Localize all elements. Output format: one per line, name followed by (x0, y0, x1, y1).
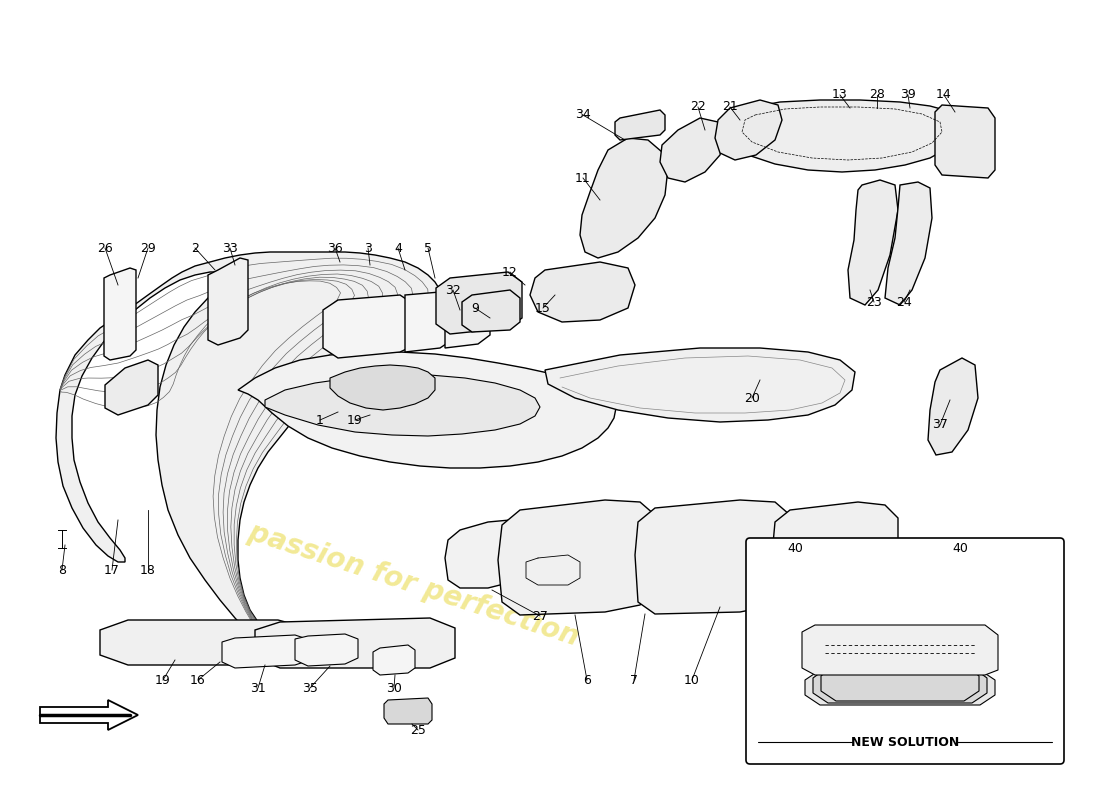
Text: 11: 11 (575, 171, 591, 185)
Text: 6: 6 (583, 674, 591, 686)
Text: NEW SOLUTION: NEW SOLUTION (851, 735, 959, 749)
Polygon shape (384, 698, 432, 724)
Text: 29: 29 (140, 242, 156, 254)
Polygon shape (222, 635, 310, 668)
Text: 21: 21 (722, 101, 738, 114)
Polygon shape (886, 182, 932, 305)
Polygon shape (805, 670, 996, 705)
Text: 40: 40 (788, 542, 803, 554)
Polygon shape (580, 138, 668, 258)
Polygon shape (498, 500, 654, 615)
Text: 8: 8 (58, 563, 66, 577)
Polygon shape (40, 700, 138, 730)
Polygon shape (208, 258, 248, 345)
Text: 16: 16 (190, 674, 206, 686)
Polygon shape (530, 262, 635, 322)
Text: 18: 18 (140, 563, 156, 577)
FancyBboxPatch shape (746, 538, 1064, 764)
Text: a passion for perfection: a passion for perfection (218, 509, 582, 651)
Text: 30: 30 (386, 682, 402, 694)
Text: 3: 3 (364, 242, 372, 254)
Polygon shape (635, 500, 790, 614)
Polygon shape (544, 348, 855, 422)
Text: 36: 36 (327, 242, 343, 254)
Polygon shape (715, 100, 782, 160)
Polygon shape (265, 375, 540, 436)
Text: 23: 23 (866, 295, 882, 309)
Text: 2: 2 (191, 242, 199, 254)
Text: 22: 22 (690, 101, 706, 114)
Polygon shape (848, 180, 898, 305)
Text: 5: 5 (424, 242, 432, 254)
Text: 28: 28 (869, 89, 884, 102)
Polygon shape (928, 358, 978, 455)
Polygon shape (104, 268, 136, 360)
Polygon shape (813, 667, 987, 703)
Text: 34: 34 (575, 109, 591, 122)
Text: 20: 20 (744, 391, 760, 405)
Polygon shape (446, 287, 490, 348)
Text: 1: 1 (316, 414, 323, 426)
Polygon shape (446, 520, 520, 588)
Text: 7: 7 (630, 674, 638, 686)
Polygon shape (295, 634, 358, 666)
Text: 33: 33 (222, 242, 238, 254)
Text: 26: 26 (97, 242, 113, 254)
Polygon shape (104, 360, 158, 415)
Text: 40: 40 (953, 542, 968, 554)
Text: 25: 25 (410, 723, 426, 737)
Polygon shape (772, 502, 898, 607)
Polygon shape (615, 110, 666, 140)
Polygon shape (405, 292, 452, 352)
Text: 9: 9 (471, 302, 478, 314)
Text: 37: 37 (932, 418, 948, 431)
Polygon shape (56, 252, 440, 648)
Polygon shape (660, 118, 725, 182)
Polygon shape (238, 352, 616, 468)
Polygon shape (373, 645, 415, 675)
Text: 17: 17 (104, 563, 120, 577)
Polygon shape (462, 290, 520, 332)
Text: 15: 15 (535, 302, 551, 314)
Text: 19: 19 (348, 414, 363, 426)
Polygon shape (802, 625, 998, 675)
Text: 14: 14 (936, 89, 952, 102)
Text: 39: 39 (900, 89, 916, 102)
Text: 19: 19 (155, 674, 170, 686)
Polygon shape (330, 365, 434, 410)
Text: 32: 32 (446, 283, 461, 297)
Polygon shape (436, 272, 522, 334)
Polygon shape (821, 664, 979, 701)
Polygon shape (100, 620, 308, 665)
Text: 27: 27 (532, 610, 548, 622)
Polygon shape (935, 105, 996, 178)
Text: 13: 13 (832, 89, 848, 102)
Polygon shape (728, 100, 960, 172)
Text: 31: 31 (250, 682, 266, 694)
Text: 12: 12 (502, 266, 518, 278)
Text: 35: 35 (302, 682, 318, 694)
Text: 24: 24 (896, 295, 912, 309)
Text: 4: 4 (394, 242, 402, 254)
Polygon shape (323, 295, 415, 358)
Text: 10: 10 (684, 674, 700, 686)
Polygon shape (255, 618, 455, 668)
